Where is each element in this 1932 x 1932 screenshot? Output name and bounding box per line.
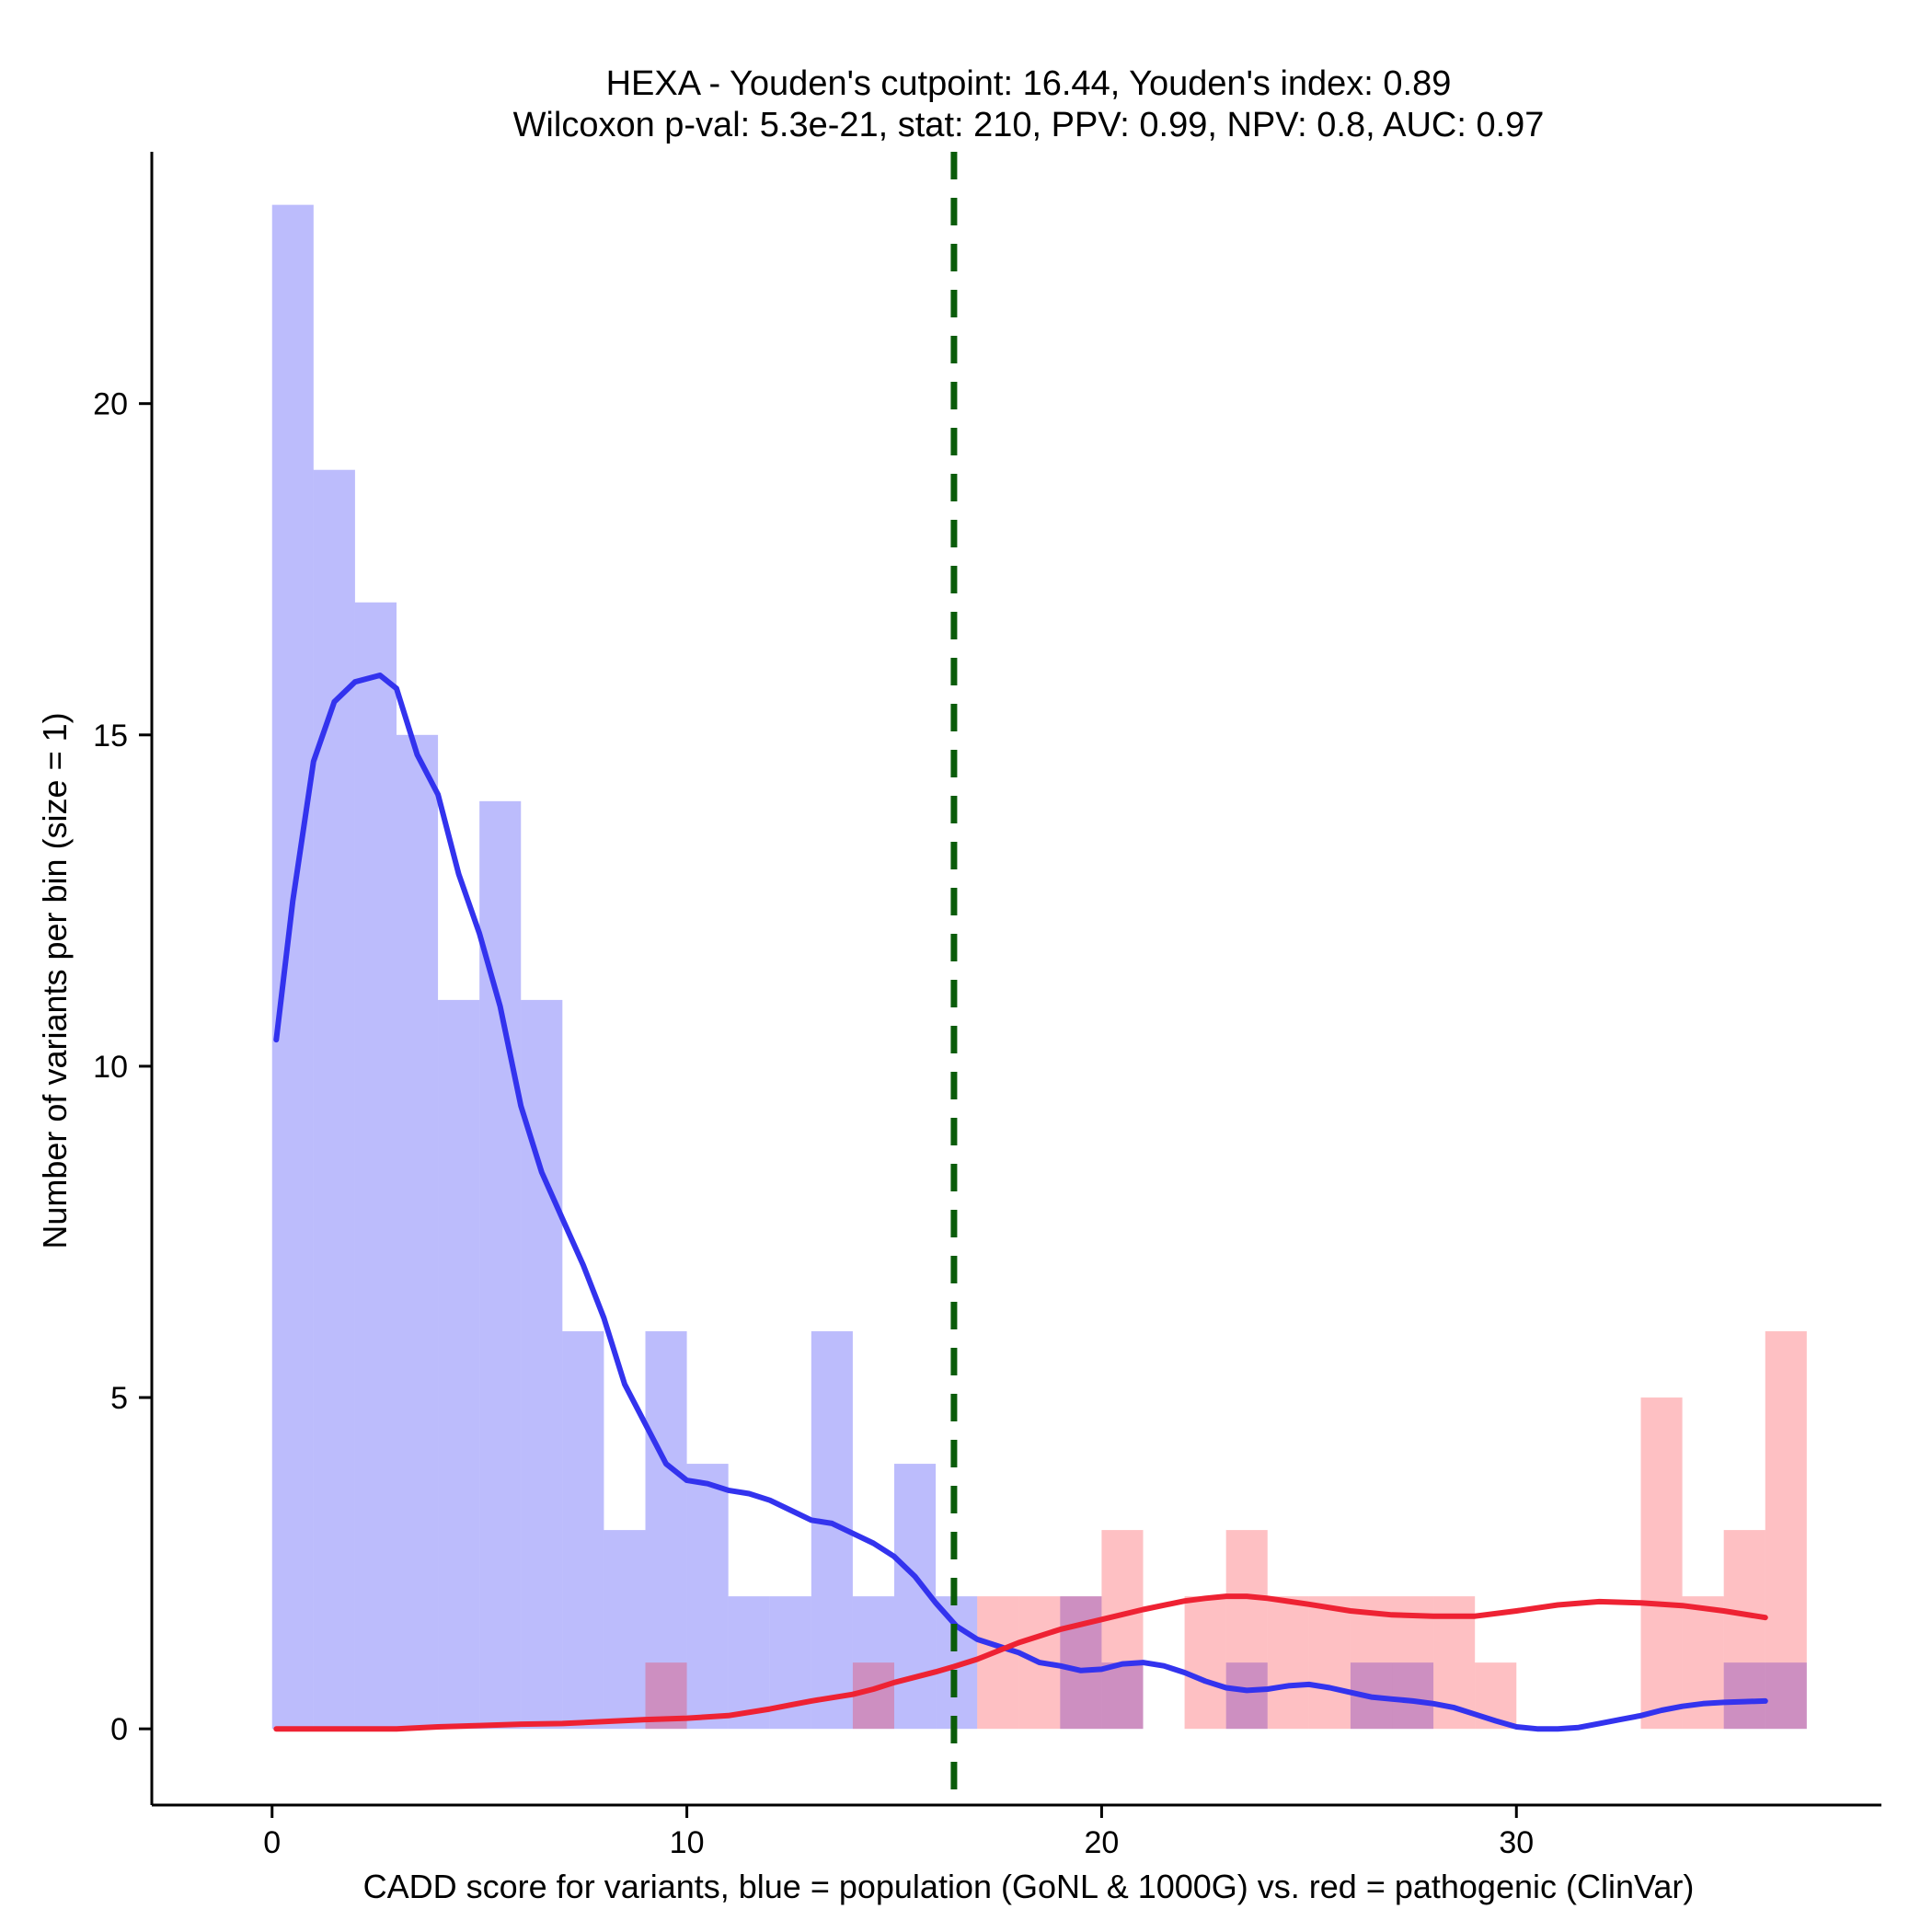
y-tick-label: 0 bbox=[110, 1712, 128, 1747]
population-bar bbox=[562, 1331, 604, 1730]
population-bar bbox=[852, 1596, 895, 1730]
x-axis-label: CADD score for variants, blue = populati… bbox=[363, 1868, 1695, 1905]
population-bar bbox=[728, 1596, 770, 1730]
pathogenic-bar bbox=[1184, 1596, 1226, 1730]
pathogenic-bar bbox=[1225, 1530, 1268, 1730]
y-axis-label: Number of variants per bin (size = 1) bbox=[36, 712, 74, 1248]
x-axis-ticks: 0 10 20 30 bbox=[263, 1805, 1534, 1860]
population-density-curve bbox=[273, 673, 1768, 1732]
population-bar bbox=[645, 1331, 687, 1730]
pathogenic-bar bbox=[1060, 1596, 1102, 1730]
pathogenic-bar bbox=[1101, 1530, 1144, 1730]
population-bar bbox=[313, 469, 355, 1730]
pathogenic-bar bbox=[852, 1662, 895, 1730]
x-tick-label: 30 bbox=[1499, 1825, 1534, 1860]
y-tick-label: 10 bbox=[93, 1050, 128, 1085]
y-tick-label: 5 bbox=[110, 1381, 128, 1416]
y-tick-label: 15 bbox=[93, 719, 128, 753]
population-bar bbox=[1765, 1662, 1807, 1730]
y-tick-label: 20 bbox=[93, 387, 128, 422]
pathogenic-bar bbox=[1267, 1596, 1309, 1730]
population-bar bbox=[1101, 1662, 1144, 1730]
x-tick-label: 10 bbox=[670, 1825, 705, 1860]
pathogenic-density-curve bbox=[273, 1593, 1768, 1732]
population-bar bbox=[1723, 1662, 1765, 1730]
chart-title: HEXA - Youden's cutpoint: 16.44, Youden'… bbox=[606, 64, 1452, 103]
pathogenic-histogram bbox=[645, 1331, 1807, 1730]
pathogenic-bar bbox=[1682, 1596, 1724, 1730]
pathogenic-bar bbox=[1723, 1530, 1765, 1730]
population-bar bbox=[438, 999, 480, 1730]
pathogenic-bar bbox=[1640, 1397, 1683, 1730]
axes: 0 10 20 30 0 5 10 15 20 bbox=[93, 152, 1881, 1860]
population-histogram bbox=[271, 204, 1807, 1730]
pathogenic-bar bbox=[977, 1596, 1019, 1730]
pathogenic-bar bbox=[1308, 1596, 1351, 1730]
population-bar bbox=[479, 800, 522, 1730]
population-bar bbox=[1392, 1662, 1434, 1730]
pathogenic-bar bbox=[1350, 1596, 1393, 1730]
pathogenic-bar bbox=[1765, 1331, 1807, 1730]
population-bar bbox=[396, 734, 439, 1730]
x-tick-label: 20 bbox=[1085, 1825, 1120, 1860]
x-tick-label: 0 bbox=[263, 1825, 281, 1860]
plot-area bbox=[271, 152, 1807, 1805]
y-axis-ticks: 0 5 10 15 20 bbox=[93, 387, 152, 1747]
population-bar bbox=[354, 602, 397, 1730]
population-bar bbox=[686, 1464, 729, 1730]
population-bar bbox=[604, 1530, 646, 1730]
population-bar bbox=[271, 204, 314, 1730]
population-bar bbox=[1225, 1662, 1268, 1730]
population-bar bbox=[521, 999, 563, 1730]
chart-subtitle: Wilcoxon p-val: 5.3e-21, stat: 210, PPV:… bbox=[513, 106, 1545, 144]
